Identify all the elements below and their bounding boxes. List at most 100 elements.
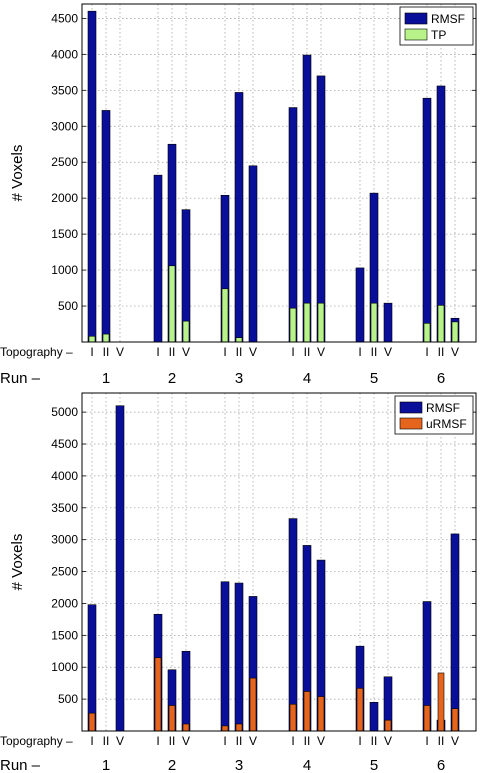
bar-urmsf-run3-V — [249, 677, 257, 732]
bar-tp-run4-I — [289, 307, 297, 343]
topography-tick-label: V — [317, 345, 325, 359]
run-tick-label: 3 — [235, 757, 243, 773]
bar-tp-run5-II — [370, 302, 378, 343]
y-tick-label: 4500 — [51, 437, 78, 451]
bar-tp-run6-V — [451, 321, 459, 343]
axes-frame — [81, 392, 477, 732]
topography-tick-label: II — [304, 345, 311, 359]
topography-tick-label: V — [384, 345, 392, 359]
bar-urmsf-run6-I — [423, 705, 431, 732]
y-tick-label: 1000 — [51, 660, 78, 674]
legend-swatch — [404, 28, 428, 41]
topography-row-label: Topography – — [0, 345, 73, 359]
bar-urmsf-run5-I — [356, 687, 364, 732]
bar-rmsf-run5-V — [383, 302, 393, 343]
topography-tick-label: V — [116, 345, 124, 359]
y-tick-label: 500 — [58, 299, 78, 313]
topography-tick-label: V — [384, 734, 392, 748]
bar-urmsf-run2-V — [182, 723, 190, 732]
bar-rmsf-run4-I — [288, 518, 298, 732]
chart-panel-1: 500 1000 1500 2000 2500 3000 3500 4000 4500 # Vox… — [0, 3, 477, 387]
axes-frame — [81, 3, 477, 343]
topography-tick-label: V — [451, 734, 459, 748]
bar-rmsf-run4-II — [302, 54, 312, 343]
bar-rmsf-run3-I — [220, 581, 230, 732]
bar-tp-run2-V — [182, 320, 190, 343]
y-tick-label: 2500 — [51, 565, 78, 579]
topography-tick-label: II — [371, 734, 378, 748]
run-tick-label: 4 — [303, 370, 311, 387]
legend-swatch — [404, 12, 428, 25]
topography-tick-label: II — [236, 734, 243, 748]
run-tick-label: 4 — [303, 757, 311, 773]
bar-rmsf-run4-I — [288, 107, 298, 343]
topography-tick-label: I — [358, 345, 361, 359]
y-tick-label: 3500 — [51, 501, 78, 515]
y-tick-label: 3000 — [51, 119, 78, 133]
y-tick-label: 4500 — [51, 11, 78, 25]
topography-tick-label: II — [169, 734, 176, 748]
topography-tick-label: I — [90, 734, 93, 748]
topography-tick-label: II — [103, 345, 110, 359]
bar-rmsf-run2-I — [153, 174, 163, 343]
run-tick-label: 5 — [370, 757, 378, 773]
bar-urmsf-run1-I — [88, 712, 96, 732]
bar-rmsf-run1-I — [87, 10, 97, 343]
y-tick-label: 1500 — [51, 628, 78, 642]
plot-area — [82, 4, 476, 342]
bar-rmsf-run6-I — [422, 97, 432, 343]
bar-tp-run6-II — [437, 305, 445, 343]
y-tick-label: 1000 — [51, 263, 78, 277]
bar-rmsf-run4-V — [316, 75, 326, 343]
y-tick-label: 1500 — [51, 227, 78, 241]
run-tick-label: 6 — [437, 757, 445, 773]
topography-tick-label: I — [156, 734, 159, 748]
y-tick-label: 2000 — [51, 596, 78, 610]
y-tick-label: 4000 — [51, 47, 78, 61]
topography-tick-label: I — [90, 345, 93, 359]
bar-rmsf-run2-V — [181, 650, 191, 732]
bar-rmsf-run6-V — [450, 533, 460, 732]
bar-rmsf-run3-II — [234, 582, 244, 732]
run-tick-label: 3 — [235, 370, 243, 387]
topography-tick-label: I — [358, 734, 361, 748]
legend-swatch — [399, 401, 423, 414]
topography-tick-label: II — [304, 734, 311, 748]
bar-rmsf-run1-I — [87, 604, 97, 732]
topography-tick-label: II — [371, 345, 378, 359]
run-tick-label: 2 — [168, 370, 176, 387]
topography-tick-label: V — [249, 734, 257, 748]
topography-tick-label: V — [182, 345, 190, 359]
topography-tick-label: II — [236, 345, 243, 359]
run-tick-label: 5 — [370, 370, 378, 387]
bar-urmsf-run5-V — [384, 719, 392, 732]
bar-urmsf-run4-I — [289, 703, 297, 732]
topography-tick-label: V — [317, 734, 325, 748]
topography-tick-label: V — [116, 734, 124, 748]
bar-tp-run4-II — [303, 302, 311, 343]
bar-urmsf-run6-II — [437, 672, 445, 732]
bar-rmsf-run5-II — [369, 702, 379, 732]
topography-tick-label: I — [156, 345, 159, 359]
legend-label: uRMSF — [426, 417, 467, 431]
y-tick-label: 2500 — [51, 155, 78, 169]
legend-label: RMSF — [426, 401, 460, 415]
topography-tick-label: II — [438, 345, 445, 359]
topography-tick-label: II — [438, 734, 445, 748]
bar-rmsf-run1-V — [115, 405, 125, 732]
topography-tick-label: I — [291, 345, 294, 359]
topography-tick-label: I — [223, 734, 226, 748]
bar-tp-run3-I — [221, 288, 229, 343]
topography-tick-label: II — [103, 734, 110, 748]
plot-area — [82, 393, 476, 731]
bar-urmsf-run4-II — [303, 691, 311, 732]
y-tick-label: 500 — [58, 692, 78, 706]
topography-tick-label: I — [223, 345, 226, 359]
bar-urmsf-run2-II — [168, 705, 176, 732]
run-row-label: Run – — [0, 370, 41, 387]
topography-row-label: Topography – — [0, 734, 73, 748]
topography-tick-label: I — [291, 734, 294, 748]
bar-tp-run3-II — [235, 337, 243, 343]
y-axis-label: # Voxels — [9, 145, 26, 202]
